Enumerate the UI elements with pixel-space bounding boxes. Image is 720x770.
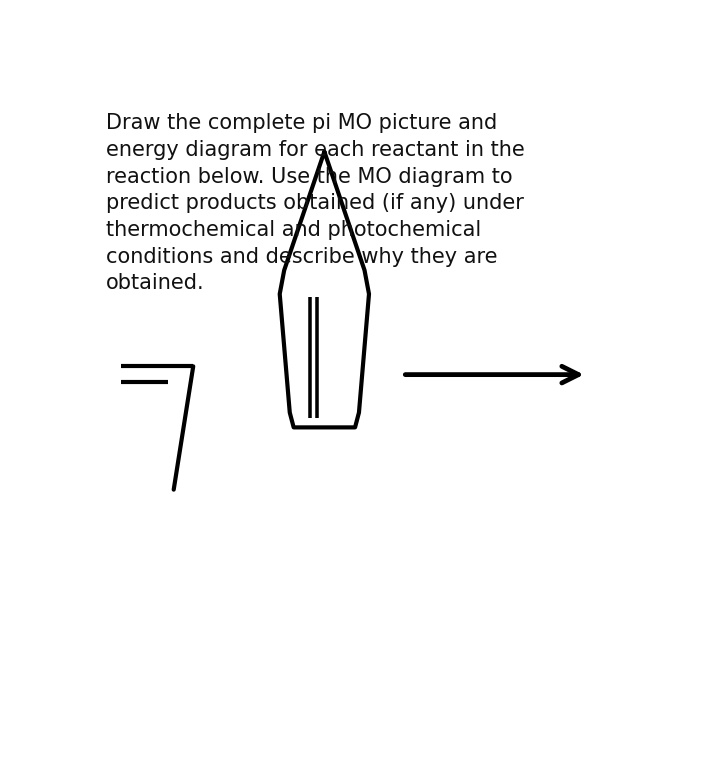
Text: Draw the complete pi MO picture and
energy diagram for each reactant in the
reac: Draw the complete pi MO picture and ener… <box>106 113 524 293</box>
